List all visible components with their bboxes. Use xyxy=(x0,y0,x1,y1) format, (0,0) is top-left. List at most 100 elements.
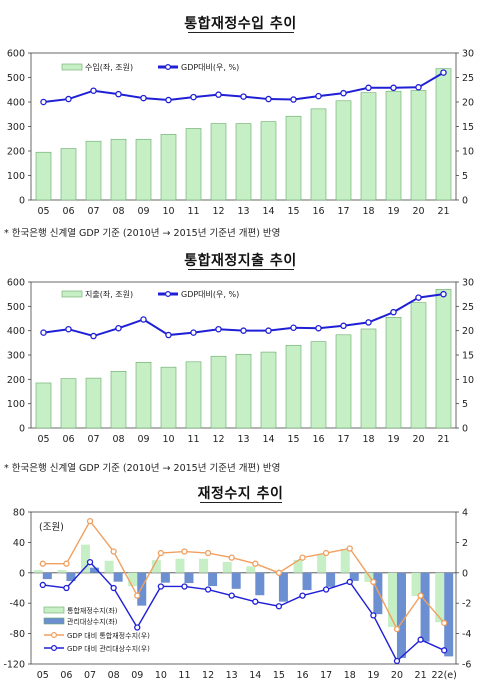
c2-right-tick-label: 5 xyxy=(462,399,468,410)
c2-legend-label-0: 지출(좌, 조원) xyxy=(85,289,133,299)
c1-x-tick-label: 20 xyxy=(412,206,424,217)
c3-right-tick-label: 0 xyxy=(462,568,468,579)
c1-bar-1 xyxy=(435,68,452,201)
c3-line-point-3 xyxy=(134,624,141,631)
c2-bar-1 xyxy=(260,351,277,429)
c1-bar-1 xyxy=(185,128,202,201)
c3-bar-1 xyxy=(104,560,114,573)
c1-left-tick-label: 200 xyxy=(7,147,25,158)
c2-line-point-1 xyxy=(440,290,447,298)
c1-bar-1 xyxy=(135,138,152,201)
c2-x-tick-label: 10 xyxy=(162,434,174,445)
c3-bar-1 xyxy=(199,558,209,573)
c2-bar-1 xyxy=(285,344,302,429)
c2-left-tick-label: 200 xyxy=(7,375,25,386)
c1-x-tick-label: 17 xyxy=(337,206,349,217)
c2-line-point-1 xyxy=(340,322,347,330)
c2-bar-1 xyxy=(60,378,77,429)
c1-bar-1 xyxy=(235,123,252,201)
c1-x-tick-label: 21 xyxy=(437,206,449,217)
c3-left-tick-label: 40 xyxy=(13,538,25,549)
c2-bar-1 xyxy=(135,362,152,429)
c3-legend-marker-2 xyxy=(50,631,57,638)
c3-line-series-3 xyxy=(42,561,445,663)
c3-bar-1 xyxy=(411,572,421,596)
chart2-title-underline xyxy=(188,269,294,270)
c3-right-tick-label: 4 xyxy=(462,508,468,519)
c3-legend-marker-3 xyxy=(50,645,57,652)
c1-x-tick-label: 18 xyxy=(362,206,374,217)
c1-line-point-1 xyxy=(440,69,447,76)
c3-line-point-3 xyxy=(441,647,448,654)
c2-left-tick-label: 300 xyxy=(7,351,25,362)
c3-line-point-2 xyxy=(39,560,46,567)
c3-right-tick-label: 2 xyxy=(462,538,468,549)
c2-line-point-1 xyxy=(140,316,147,323)
c2-right-tick-label: 0 xyxy=(462,424,468,435)
c1-line-point-1 xyxy=(90,87,97,94)
c3-bar-2 xyxy=(444,572,454,657)
c1-line-point-1 xyxy=(115,90,122,98)
c2-bar-1 xyxy=(110,371,127,429)
c1-bar-1 xyxy=(60,148,77,201)
c1-bar-1 xyxy=(85,140,102,201)
c3-x-tick-label: 21 xyxy=(415,670,427,681)
c3-line-point-3 xyxy=(63,584,70,592)
c3-line-point-2 xyxy=(204,549,212,557)
c3-unit-label: (조원) xyxy=(39,522,64,533)
c1-right-tick-label: 0 xyxy=(462,196,468,207)
c3-bar-2 xyxy=(160,572,170,583)
c2-line-point-1 xyxy=(390,308,397,316)
c3-x-tick-label: 07 xyxy=(84,670,96,681)
c1-bar-1 xyxy=(360,92,377,201)
c1-bar-1 xyxy=(385,90,402,201)
c2-bar-1 xyxy=(310,341,327,429)
c3-left-tick-label: -120 xyxy=(3,660,25,671)
c3-x-tick-label: 10 xyxy=(155,670,167,681)
c1-x-tick-label: 05 xyxy=(37,206,49,217)
c2-bar-1 xyxy=(185,361,202,429)
c3-left-tick-label: 0 xyxy=(19,568,25,579)
c2-line-point-1 xyxy=(115,324,122,332)
chart3-title: 재정수지 추이 xyxy=(197,486,284,502)
c3-legend-label-2: GDP 대비 통합재정수지(우) xyxy=(67,631,150,640)
c2-left-tick-label: 600 xyxy=(7,278,25,289)
c3-bar-2 xyxy=(278,572,288,602)
c3-line-point-2 xyxy=(322,549,330,557)
c3-left-tick-label: -80 xyxy=(9,629,25,640)
c3-x-tick-label: 11 xyxy=(178,670,190,681)
c1-bar-1 xyxy=(260,121,277,201)
c1-line-point-1 xyxy=(165,96,172,104)
c3-line-point-3 xyxy=(181,583,188,590)
c2-line-point-1 xyxy=(265,327,272,334)
c3-line-point-2 xyxy=(181,548,188,555)
chart1-title-underline xyxy=(188,32,294,33)
c3-x-tick-label: 15 xyxy=(273,670,285,681)
c2-x-tick-label: 19 xyxy=(387,434,399,445)
c2-line-point-1 xyxy=(215,325,222,333)
c1-right-tick-label: 20 xyxy=(462,98,474,109)
c1-legend-swatch-0 xyxy=(61,63,83,71)
c2-left-tick-label: 400 xyxy=(7,326,25,337)
c3-bar-1 xyxy=(317,554,327,573)
c2-line-point-1 xyxy=(190,329,197,336)
c2-x-tick-label: 16 xyxy=(312,434,324,445)
c1-x-tick-label: 16 xyxy=(312,206,324,217)
c2-line-point-1 xyxy=(365,319,372,326)
c2-x-tick-label: 20 xyxy=(412,434,424,445)
c3-bar-1 xyxy=(435,572,445,623)
c3-line-point-3 xyxy=(275,603,283,610)
c3-line-point-2 xyxy=(252,560,259,567)
c3-bar-1 xyxy=(57,570,67,573)
c2-legend-swatch-0 xyxy=(61,290,83,298)
c2-x-tick-label: 08 xyxy=(112,434,124,445)
c1-line-point-1 xyxy=(390,84,397,92)
c3-bar-1 xyxy=(246,566,256,573)
c3-right-tick-label: -6 xyxy=(462,660,471,671)
c3-line-point-3 xyxy=(322,586,330,593)
c1-x-tick-label: 12 xyxy=(212,206,224,217)
c3-x-tick-label: 12 xyxy=(202,670,214,681)
c3-line-point-3 xyxy=(39,581,46,589)
c1-line-point-1 xyxy=(365,84,372,92)
